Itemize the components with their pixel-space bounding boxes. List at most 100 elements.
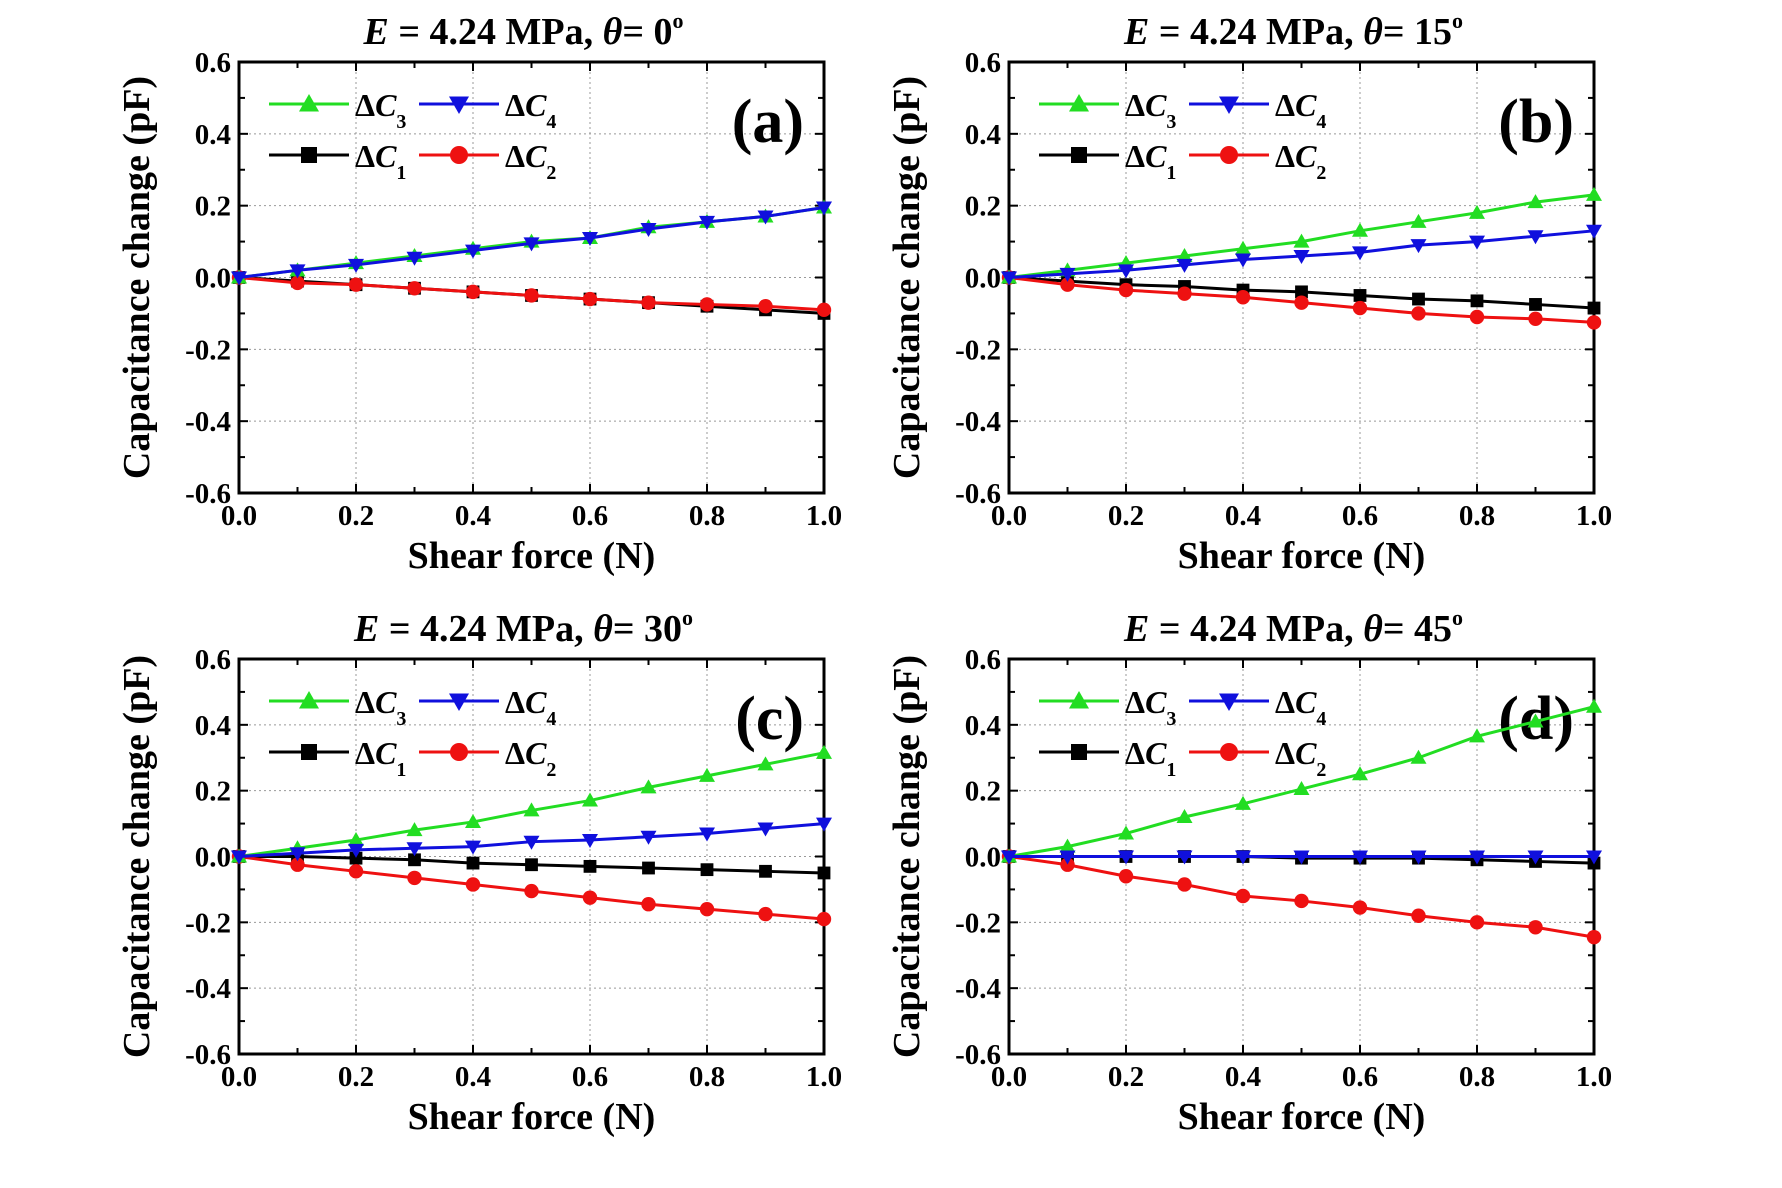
legend-label: ΔC3 <box>1125 684 1176 730</box>
legend-label: ΔC4 <box>1275 684 1326 730</box>
data-point <box>348 277 364 292</box>
legend-label-sub: 4 <box>1316 708 1326 730</box>
data-point <box>699 827 715 842</box>
data-point <box>349 851 363 865</box>
x-tick-label: 0.4 <box>1225 500 1261 532</box>
data-point <box>348 843 364 858</box>
chart-panel-d: 0.0 0.2 0.4 0.6 0.8 1.0 0.6 0.4 0.2 0.0 -0.2 -0.4 -0… <box>886 605 1612 1138</box>
legend-marker <box>301 147 317 163</box>
legend-label: ΔC1 <box>1125 735 1176 781</box>
series-delta-C3 <box>1001 186 1602 284</box>
data-point <box>348 258 364 273</box>
data-point <box>1528 920 1543 935</box>
data-point <box>1529 298 1542 311</box>
chart-panel-b: 0.0 0.2 0.4 0.6 0.8 1.0 0.6 0.4 0.2 0.0 -0.2 -0.4 -0… <box>886 8 1612 577</box>
data-point <box>1059 838 1076 853</box>
y-tick-label: -0.2 <box>955 334 1001 366</box>
data-point <box>1060 277 1075 292</box>
legend-label-sub: 2 <box>546 162 556 184</box>
y-tick-label: -0.6 <box>955 478 1001 510</box>
data-point <box>231 271 247 286</box>
data-point <box>641 295 656 310</box>
data-point <box>523 835 540 850</box>
legend-marker <box>1219 693 1239 711</box>
data-point <box>757 756 774 771</box>
data-point <box>523 237 540 252</box>
x-tick-label: 0.0 <box>221 500 257 532</box>
data-point <box>1176 258 1193 273</box>
legend-label-sub: 3 <box>1166 708 1176 730</box>
legend-label-base: Δ <box>505 735 525 771</box>
data-point <box>1352 300 1368 316</box>
title-e-symbol: E <box>1123 608 1149 650</box>
legend-item: ΔC4 <box>1189 87 1326 133</box>
legend-marker <box>1071 744 1087 760</box>
title-theta-value: = 45 <box>1383 608 1452 650</box>
legend-item: ΔC1 <box>269 138 406 184</box>
data-point <box>582 792 598 807</box>
data-point <box>1176 850 1193 865</box>
x-tick-label: 1.0 <box>1576 500 1612 532</box>
data-point <box>582 231 598 246</box>
y-axis-label: Capacitance change (pF) <box>116 76 158 479</box>
data-point <box>1059 267 1076 282</box>
data-point <box>816 201 832 216</box>
data-point <box>1586 698 1602 713</box>
data-point <box>1294 295 1309 310</box>
y-tick-label: 0.6 <box>195 47 231 79</box>
y-tick-label: -0.2 <box>185 907 231 939</box>
data-point <box>816 911 832 927</box>
legend-marker <box>299 94 319 112</box>
x-tick-label: 0.6 <box>572 500 608 532</box>
series-delta-C1 <box>232 850 831 880</box>
title-e-value: = 4.24 MPa, <box>1149 11 1363 53</box>
series-delta-C4 <box>231 201 832 286</box>
data-point <box>466 856 480 870</box>
title-e-value: = 4.24 MPa, <box>389 11 603 53</box>
legend-item: ΔC4 <box>419 684 556 730</box>
y-tick-label: -0.4 <box>955 406 1001 438</box>
data-point <box>1001 850 1017 865</box>
legend-label-base: Δ <box>1125 735 1145 771</box>
legend-label: ΔC3 <box>355 87 406 133</box>
data-point <box>1469 728 1485 743</box>
y-tick-label: 0.0 <box>965 263 1001 295</box>
data-point <box>289 264 306 279</box>
data-point <box>524 883 539 899</box>
y-tick-label: 0.2 <box>965 776 1001 808</box>
data-point <box>290 857 305 872</box>
x-tick-label: 0.8 <box>689 500 725 532</box>
legend-label-c: C <box>375 684 397 720</box>
title-theta-value: = 15 <box>1383 11 1452 53</box>
y-tick-label: -0.4 <box>185 973 231 1005</box>
panel-label: (b) <box>1498 88 1574 156</box>
x-axis-label: Shear force (N) <box>408 535 656 577</box>
legend-label-sub: 4 <box>546 708 556 730</box>
y-tick-label: 0.2 <box>195 776 231 808</box>
chart-panel-c: 0.0 0.2 0.4 0.6 0.8 1.0 0.6 0.4 0.2 0.0 -0.2 -0.4 -0… <box>116 605 842 1138</box>
legend-label-base: Δ <box>1125 684 1145 720</box>
legend-item: ΔC3 <box>1039 87 1176 133</box>
legend-label-base: Δ <box>355 735 375 771</box>
title-e-symbol: E <box>1123 11 1149 53</box>
legend-label: ΔC2 <box>1275 138 1326 184</box>
data-point <box>641 897 656 912</box>
y-tick-label: -0.4 <box>955 973 1001 1005</box>
legend-label-sub: 3 <box>396 111 406 133</box>
title-theta-symbol: θ <box>593 608 613 650</box>
data-point <box>289 847 306 862</box>
legend-item: ΔC1 <box>1039 735 1176 781</box>
data-point <box>1527 194 1544 209</box>
legend-marker <box>450 743 468 761</box>
data-point <box>1118 282 1134 298</box>
data-point <box>1295 285 1308 299</box>
y-tick-label: 0.0 <box>195 263 231 295</box>
legend-label-base: Δ <box>355 684 375 720</box>
legend-label: ΔC2 <box>505 735 556 781</box>
legend-label-c: C <box>1295 684 1317 720</box>
title-theta-symbol: θ <box>1363 11 1383 53</box>
data-point <box>406 842 423 857</box>
legend-label-base: Δ <box>1125 87 1145 123</box>
